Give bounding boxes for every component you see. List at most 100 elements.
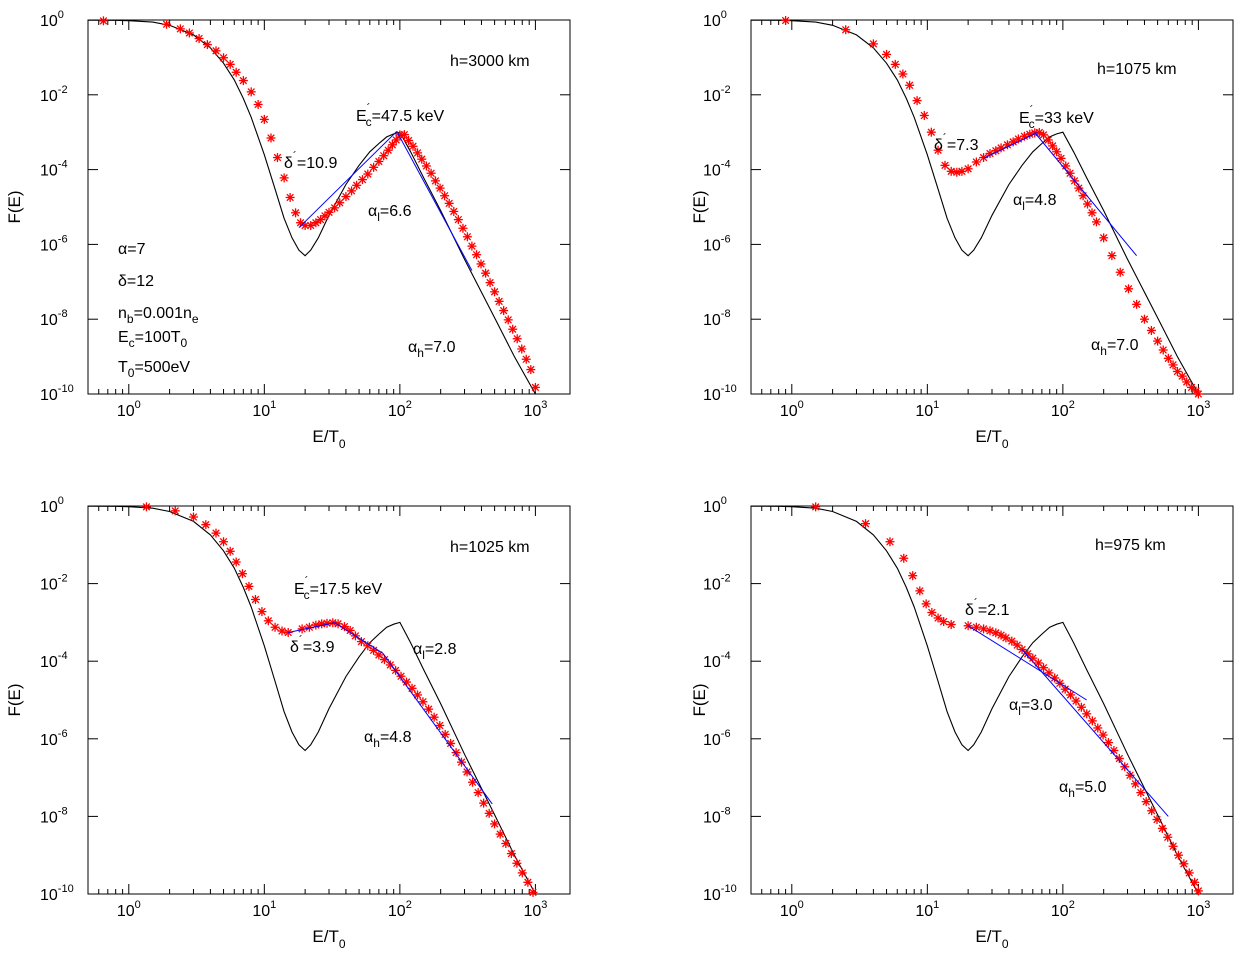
- data-point: [914, 585, 925, 597]
- x-tick-label: 102: [1051, 399, 1075, 420]
- y-tick-label: 10-2: [703, 573, 731, 594]
- data-point: [860, 518, 871, 529]
- data-point: [210, 45, 222, 56]
- data-point: [1076, 702, 1087, 713]
- data-point: [480, 268, 491, 279]
- y-tick-label: 10-6: [703, 233, 731, 254]
- data-point: [448, 206, 459, 217]
- panel-1: 100 101 102 103 10-10 10-8 10-6 10-4 10-2 100 F(E…: [5, 9, 571, 451]
- data-point: [263, 615, 274, 626]
- panel-3-alpha-l: αl=2.8: [413, 641, 457, 662]
- data-point: [407, 141, 419, 152]
- data-point: [1178, 858, 1190, 869]
- data-point: [466, 240, 478, 252]
- panel-4-alpha-l: αl=3.0: [1009, 697, 1053, 718]
- data-point: [495, 828, 506, 840]
- data-point: [978, 623, 989, 635]
- data-point: [475, 258, 487, 270]
- data-point: [506, 848, 517, 859]
- data-point: [840, 24, 851, 35]
- data-point: [780, 15, 791, 26]
- data-point: [250, 594, 261, 605]
- data-point: [507, 324, 518, 335]
- y-tick-label: 10-4: [40, 650, 68, 671]
- data-point: [1167, 841, 1179, 852]
- data-point: [1135, 787, 1146, 798]
- data-point: [1123, 283, 1134, 294]
- data-point: [1151, 814, 1163, 825]
- data-point: [484, 277, 496, 288]
- panel-4-alpha-h: αh=5.0: [1059, 779, 1107, 800]
- panel-4-delta-prime: δ´=2.1: [965, 596, 1010, 619]
- data-point: [1139, 314, 1150, 325]
- data-point: [243, 581, 255, 592]
- y-tick-label: 10-6: [40, 728, 68, 749]
- data-point: [1158, 344, 1169, 356]
- data-point: [434, 720, 445, 731]
- data-point: [202, 39, 213, 50]
- data-point: [290, 207, 301, 218]
- data-point: [98, 15, 109, 26]
- data-point: [218, 52, 229, 63]
- y-tick-label: 10-4: [40, 159, 68, 180]
- data-point: [453, 214, 464, 225]
- data-point: [493, 296, 505, 307]
- panel-1-height-label: h=3000 km: [450, 53, 530, 70]
- panel-3-alpha-h: αh=4.8: [364, 729, 412, 750]
- y-tick-label: 10-6: [703, 728, 731, 749]
- data-point: [430, 175, 441, 187]
- panel-1-ec-prime: E´ c=47.5 keV: [356, 101, 445, 129]
- param-alpha: α=7: [118, 241, 146, 258]
- y-tick-label: 10-10: [703, 883, 737, 904]
- y-tick-label: 10-8: [40, 308, 68, 329]
- data-point: [1146, 325, 1157, 336]
- y-tick-label: 100: [703, 9, 727, 30]
- data-point: [1163, 353, 1174, 364]
- data-point: [284, 192, 296, 203]
- panel-4-height-label: h=975 km: [1095, 537, 1166, 554]
- panel-3-ec-prime: E´ c=17.5 keV: [294, 574, 383, 602]
- panel-4-marks: [750, 501, 1204, 897]
- x-tick-label: 100: [780, 399, 804, 420]
- data-point: [978, 152, 989, 163]
- y-tick-label: 10-10: [40, 383, 74, 404]
- data-point: [898, 553, 909, 564]
- data-point: [225, 546, 236, 557]
- data-point: [1091, 216, 1102, 228]
- data-point: [516, 343, 527, 355]
- panel-2-ylabel: F(E): [690, 190, 709, 223]
- data-point: [1081, 708, 1092, 719]
- y-tick-label: 10-6: [40, 233, 68, 254]
- data-point: [1193, 885, 1204, 897]
- x-tick-label: 103: [1186, 399, 1210, 420]
- data-point: [926, 127, 937, 138]
- fit-line: [1021, 649, 1169, 817]
- data-point: [170, 505, 181, 516]
- y-tick-label: 10-2: [703, 84, 731, 105]
- y-tick-label: 10-10: [703, 383, 737, 404]
- panel-3-ticks: 100 101 102 103 10-10 10-8 10-6 10-4 10-2 100: [40, 495, 570, 920]
- data-point: [259, 114, 270, 125]
- x-tick-label: 101: [915, 399, 939, 420]
- x-tick-label: 100: [780, 899, 804, 920]
- data-point: [478, 797, 489, 809]
- data-point: [1098, 232, 1109, 243]
- data-point: [425, 168, 437, 179]
- model-curve: [750, 505, 1199, 895]
- x-tick-label: 101: [252, 899, 276, 920]
- y-tick-label: 10-10: [40, 883, 74, 904]
- panel-4-ylabel: F(E): [690, 683, 709, 716]
- data-point: [911, 95, 923, 106]
- data-point: [225, 59, 236, 70]
- data-point: [362, 168, 373, 180]
- data-point: [457, 223, 469, 234]
- data-point: [462, 231, 473, 242]
- panel-3-marks: [87, 501, 539, 898]
- data-point: [175, 23, 186, 34]
- panel-2-alpha-l: αl=4.8: [1013, 192, 1057, 213]
- data-point: [512, 333, 523, 344]
- data-point: [1073, 182, 1084, 194]
- data-point: [231, 67, 242, 78]
- panel-1-parameters: α=7 δ=12 nb=0.001ne Ec=100T0 T0=500eV: [118, 241, 199, 380]
- data-point: [1077, 190, 1089, 201]
